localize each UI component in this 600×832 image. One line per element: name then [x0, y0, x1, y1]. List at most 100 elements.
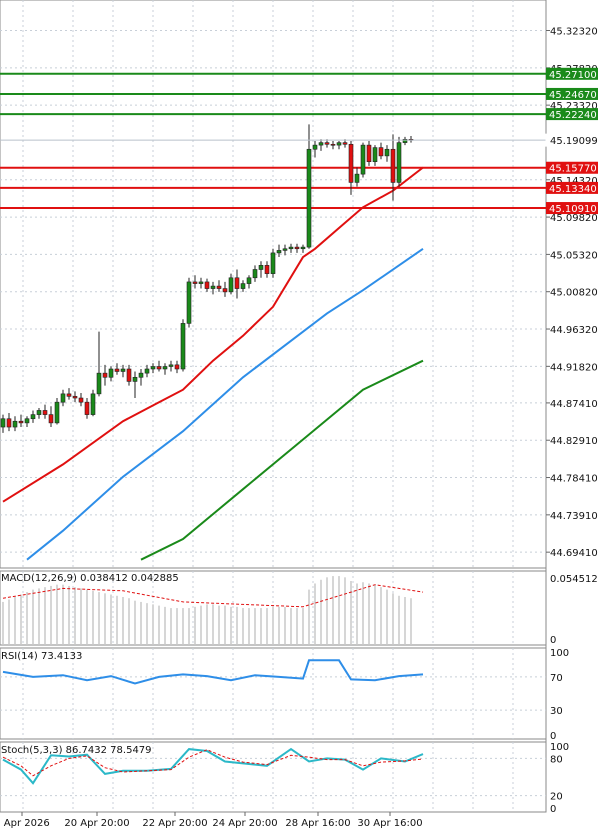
candle-body-17 [102, 372, 108, 378]
macd-signal-line [2, 584, 424, 608]
candle-body-7 [42, 410, 48, 415]
candle-body-61 [366, 144, 372, 162]
macd-tick-label-1: 0 [550, 635, 556, 646]
candle-body-47 [282, 248, 288, 251]
ma-blue-line [26, 247, 424, 561]
candle-body-4 [24, 418, 30, 424]
candle-body-33 [198, 281, 204, 284]
level-tag-1 [546, 87, 598, 100]
candle-body-65 [390, 148, 396, 183]
candle-body-48 [288, 246, 294, 250]
candle-body-46 [276, 250, 282, 254]
level-tag-label-3: 45.15770 [549, 164, 597, 175]
level-tag-label-0: 45.27100 [549, 70, 597, 81]
candle-body-25 [150, 366, 156, 370]
candle-body-34 [204, 281, 210, 289]
candle-body-62 [372, 147, 378, 162]
candle-body-67 [402, 139, 408, 143]
candle-body-35 [210, 285, 216, 289]
candle-body-40 [240, 283, 246, 289]
stoch-k-line [2, 747, 424, 785]
candle-body-39 [234, 277, 240, 289]
candle-body-38 [228, 277, 234, 293]
candle-body-11 [66, 393, 72, 397]
candle-body-58 [348, 143, 354, 183]
price-tick-label-0: 45.32320 [550, 27, 598, 38]
level-tag-label-4: 45.13340 [549, 184, 597, 195]
price-tick-label-12: 44.73910 [550, 511, 598, 522]
candle-body-2 [12, 420, 18, 428]
current-price-label: 45.19099 [550, 136, 598, 147]
candle-body-53 [318, 142, 324, 146]
level-tag-0 [546, 67, 598, 80]
level-tag-label-2: 45.22240 [549, 110, 597, 121]
price-tick-label-11: 44.78410 [550, 474, 598, 485]
ma-red-line [2, 166, 424, 503]
candle-body-21 [126, 368, 132, 382]
candle-body-57 [342, 142, 348, 145]
candle-body-36 [216, 285, 222, 289]
candle-body-50 [300, 246, 306, 250]
candle-body-3 [18, 420, 24, 424]
price-tick-label-2: 45.23320 [550, 101, 598, 112]
price-tick-label-10: 44.82910 [550, 436, 598, 447]
macd-label: MACD(12,26,9) 0.038412 0.042885 [1, 573, 179, 584]
candle-body-37 [222, 288, 228, 293]
candle-body-51 [306, 148, 312, 248]
ma-green-line [140, 359, 424, 561]
candle-body-18 [108, 368, 114, 378]
candle-body-12 [72, 396, 78, 399]
rsi-tick-label-3: 0 [550, 731, 556, 742]
candle-body-23 [138, 372, 144, 378]
candle-body-27 [162, 366, 168, 370]
candle-body-42 [252, 269, 258, 279]
candle-body-16 [96, 372, 102, 395]
price-tick-label-13: 44.69410 [550, 548, 598, 559]
candle-body-0 [0, 418, 6, 428]
rsi-line [2, 659, 424, 685]
rsi-tick-label-2: 30 [550, 706, 563, 717]
price-tick-label-8: 44.91820 [550, 362, 598, 373]
x-tick-label-0: 7 Apr 2026 [0, 818, 50, 829]
candle-body-66 [396, 142, 402, 183]
current-price-tag [545, 133, 599, 147]
rsi-tick-label-0: 100 [550, 648, 569, 659]
candle-body-54 [324, 142, 330, 145]
candle-body-13 [78, 397, 84, 403]
candle-body-8 [48, 414, 54, 424]
candle-body-6 [36, 410, 42, 415]
candle-body-29 [174, 364, 180, 370]
stoch-tick-label-2: 20 [550, 792, 563, 803]
stoch-tick-label-1: 80 [550, 754, 563, 765]
rsi-label: RSI(14) 73.4133 [1, 651, 82, 662]
candle-body-26 [156, 366, 162, 370]
macd-tick-label-0: 0.054512 [550, 574, 598, 585]
x-tick-label-2: 22 Apr 20:00 [142, 818, 207, 829]
candle-body-10 [60, 393, 66, 403]
x-tick-label-1: 20 Apr 20:00 [64, 818, 129, 829]
x-tick-label-3: 24 Apr 20:00 [212, 818, 277, 829]
candle-body-31 [186, 281, 192, 324]
level-tag-2 [546, 108, 598, 121]
level-tag-3 [546, 161, 598, 174]
price-tick-label-4: 45.09820 [550, 213, 598, 224]
candle-body-5 [30, 414, 36, 420]
candle-body-43 [258, 265, 264, 270]
candle-body-64 [384, 148, 390, 157]
candle-body-24 [144, 368, 150, 374]
level-tag-label-1: 45.24670 [549, 90, 597, 101]
candle-body-55 [330, 143, 336, 146]
price-tick-label-3: 45.14320 [550, 176, 598, 187]
price-tick-label-9: 44.87410 [550, 399, 598, 410]
price-tick-label-7: 44.96320 [550, 325, 598, 336]
candle-body-60 [360, 144, 366, 175]
candle-body-19 [114, 368, 120, 372]
level-tag-label-5: 45.10910 [549, 204, 597, 215]
candle-body-30 [180, 323, 186, 370]
candle-body-1 [6, 418, 12, 428]
x-tick-label-4: 28 Apr 16:00 [285, 818, 350, 829]
price-tick-label-6: 45.00820 [550, 288, 598, 299]
candle-body-20 [120, 368, 126, 372]
candle-body-22 [132, 376, 138, 382]
